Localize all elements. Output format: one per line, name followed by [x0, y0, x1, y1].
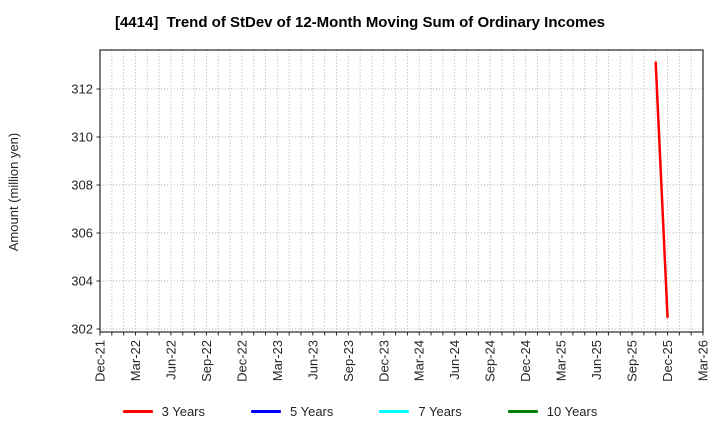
svg-text:Dec-23: Dec-23	[376, 340, 391, 382]
legend-line-3-years	[122, 410, 153, 413]
svg-text:Mar-23: Mar-23	[270, 340, 285, 381]
legend-label-7-years: 7 Years	[418, 404, 462, 419]
legend-line-10-years	[507, 410, 538, 413]
svg-text:Sep-24: Sep-24	[483, 340, 498, 382]
legend-label-10-years: 10 Years	[546, 404, 598, 419]
legend-item-10-years: 10 Years	[507, 404, 598, 419]
svg-text:304: 304	[71, 274, 93, 289]
svg-text:312: 312	[71, 82, 93, 97]
legend-label-3-years: 3 Years	[161, 404, 205, 419]
svg-text:Jun-25: Jun-25	[589, 340, 604, 380]
chart-legend: 3 Years 5 Years 7 Years 10 Years	[0, 405, 720, 418]
svg-text:Jun-24: Jun-24	[447, 340, 462, 380]
svg-text:310: 310	[71, 130, 93, 145]
legend-line-7-years	[379, 410, 410, 413]
svg-text:Mar-26: Mar-26	[696, 340, 711, 381]
svg-text:Mar-24: Mar-24	[412, 340, 427, 381]
svg-text:Dec-21: Dec-21	[93, 340, 108, 382]
svg-text:Dec-25: Dec-25	[660, 340, 675, 382]
legend-label-5-years: 5 Years	[290, 404, 334, 419]
svg-text:Sep-25: Sep-25	[625, 340, 640, 382]
svg-text:302: 302	[71, 322, 93, 337]
legend-item-7-years: 7 Years	[379, 404, 462, 419]
svg-text:Jun-22: Jun-22	[163, 340, 178, 380]
legend-line-5-years	[251, 410, 281, 413]
svg-text:Mar-25: Mar-25	[554, 340, 569, 381]
svg-text:Sep-23: Sep-23	[341, 340, 356, 382]
svg-text:Jun-23: Jun-23	[305, 340, 320, 380]
svg-text:Dec-22: Dec-22	[234, 340, 249, 382]
svg-text:Sep-22: Sep-22	[199, 340, 214, 382]
chart-title: [4414] Trend of StDev of 12-Month Moving…	[114, 14, 606, 31]
svg-text:308: 308	[71, 178, 93, 193]
svg-text:Dec-24: Dec-24	[518, 340, 533, 382]
legend-item-3-years: 3 Years	[122, 404, 205, 419]
svg-text:Mar-22: Mar-22	[128, 340, 143, 381]
svg-text:306: 306	[71, 226, 93, 241]
legend-item-5-years: 5 Years	[251, 405, 333, 418]
